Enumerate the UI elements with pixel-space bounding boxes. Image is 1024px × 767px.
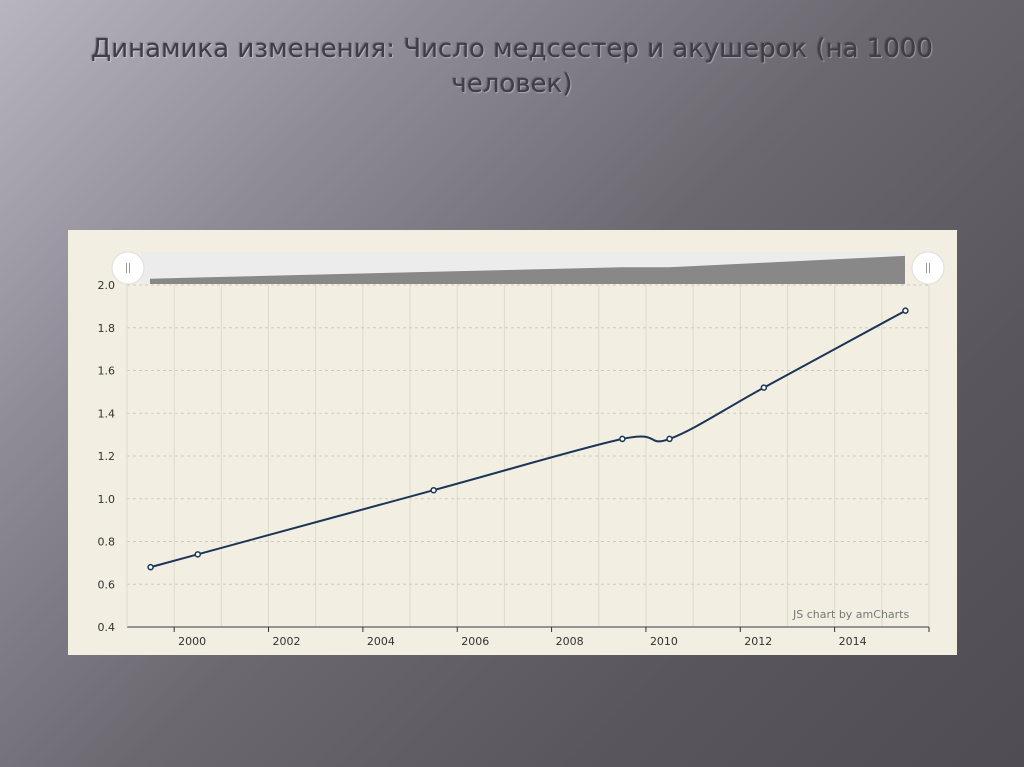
y-tick-label: 1.2 bbox=[98, 450, 116, 463]
x-tick-label: 2010 bbox=[650, 635, 678, 648]
y-tick-label: 1.8 bbox=[98, 322, 116, 335]
y-tick-label: 1.0 bbox=[98, 493, 116, 506]
x-tick-label: 2012 bbox=[744, 635, 772, 648]
data-point[interactable] bbox=[194, 551, 202, 558]
x-tick-label: 2014 bbox=[839, 635, 867, 648]
y-tick-label: 0.4 bbox=[98, 621, 116, 634]
data-point[interactable] bbox=[147, 563, 154, 571]
data-point[interactable] bbox=[619, 435, 626, 443]
amcharts-watermark[interactable]: JS chart by amCharts bbox=[793, 608, 910, 621]
slide-title: Динамика изменения: Число медсестер и ак… bbox=[90, 34, 934, 99]
y-tick-label: 1.4 bbox=[98, 407, 116, 420]
x-tick-label: 2006 bbox=[461, 635, 489, 648]
x-tick-label: 2000 bbox=[178, 635, 206, 648]
y-tick-label: 0.8 bbox=[98, 536, 116, 549]
data-line bbox=[150, 309, 906, 569]
scrollbar-right-grip[interactable] bbox=[911, 251, 945, 285]
data-point[interactable] bbox=[760, 384, 768, 391]
data-point[interactable] bbox=[666, 435, 673, 443]
data-point[interactable] bbox=[902, 307, 909, 314]
y-tick-label: 2.0 bbox=[98, 279, 116, 292]
x-tick-label: 2002 bbox=[273, 635, 301, 648]
data-point[interactable] bbox=[430, 486, 437, 494]
scrollbar-left-grip[interactable] bbox=[111, 251, 145, 285]
x-tick-label: 2008 bbox=[556, 635, 584, 648]
scrollbar-preview-area bbox=[150, 255, 905, 284]
x-tick-label: 2004 bbox=[367, 635, 395, 648]
y-tick-label: 1.6 bbox=[98, 365, 116, 378]
y-tick-label: 0.6 bbox=[98, 578, 116, 591]
